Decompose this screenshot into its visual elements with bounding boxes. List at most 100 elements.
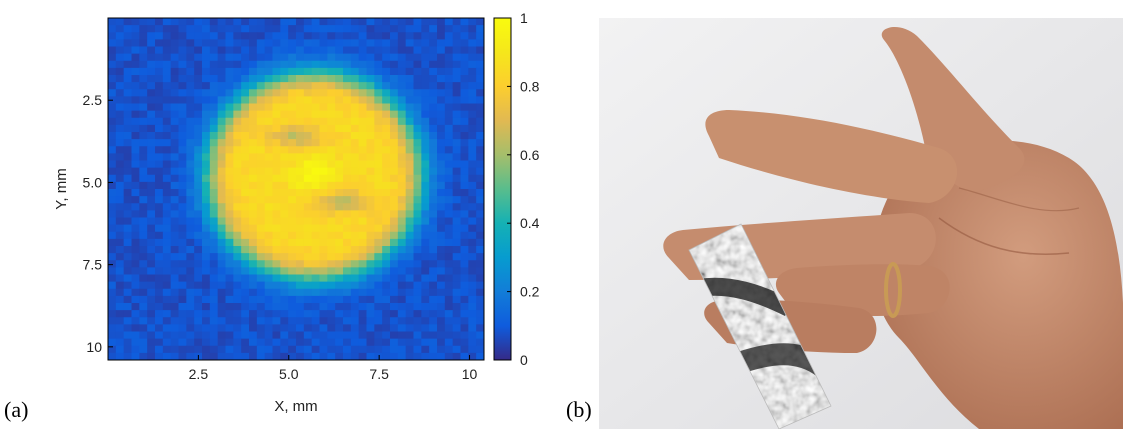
heatmap-cell [241,210,250,218]
heatmap-cell [405,288,414,297]
heatmap-cell [319,331,328,340]
heatmap-cell [319,96,328,104]
heatmap-cell [249,132,258,140]
heatmap-cell [139,89,148,97]
heatmap-cell [429,110,438,119]
heatmap-cell [186,18,195,26]
heatmap-cell [476,203,485,211]
heatmap-cell [452,18,461,26]
heatmap-cell [178,110,187,119]
heatmap-cell [319,224,328,233]
heatmap-cell [405,103,414,112]
heatmap-cell [303,60,313,69]
heatmap-cell [335,146,344,154]
heatmap-cell [194,345,203,354]
heatmap-cell [350,132,360,140]
heatmap-cell [476,39,485,47]
heatmap-cell [115,25,125,33]
heatmap-cell [413,75,422,83]
heatmap-cell [272,139,281,147]
heatmap-cell [366,89,375,97]
y-tick-label: 2.5 [83,92,103,108]
heatmap-cell [225,210,234,218]
heatmap-cell [217,246,226,254]
heatmap-cell [374,224,383,233]
heatmap-cell [452,196,461,204]
heatmap-cell [421,317,430,325]
heatmap-cell [272,132,281,140]
heatmap-cell [280,96,289,104]
heatmap-cell [202,246,211,254]
heatmap-cell [115,46,125,55]
heatmap-cell [178,345,187,354]
heatmap-cell [437,160,446,169]
heatmap-cell [374,246,383,254]
heatmap-cell [382,189,391,197]
heatmap-cell [264,338,273,347]
heatmap-cell [343,32,352,40]
heatmap-cell [147,46,156,55]
heatmap-cell [178,238,187,247]
heatmap-cell [413,39,422,47]
heatmap-cell [374,267,383,275]
heatmap-cell [155,139,164,147]
heatmap-cell [460,217,469,226]
heatmap-cell [374,82,383,90]
heatmap-cell [421,146,430,154]
heatmap-cell [178,96,187,104]
heatmap-cell [139,46,148,55]
heatmap-cell [444,203,454,211]
heatmap-cell [202,153,211,161]
heatmap-cell [108,60,117,69]
heatmap-cell [390,303,399,311]
heatmap-cell [139,295,148,304]
heatmap-cell [437,146,446,154]
heatmap-cell [233,103,242,112]
heatmap-cell [311,238,320,247]
heatmap-cell [170,110,179,119]
heatmap-chart: 2.5 5.0 7.5 10 2.55.07.510 X, mm Y, mm 00.2… [53,10,540,415]
heatmap-cell [382,89,391,97]
heatmap-cell [382,310,391,318]
heatmap-cell [358,196,367,204]
heatmap-cell [178,32,187,40]
heatmap-cell [397,331,407,340]
heatmap-cell [139,238,148,247]
heatmap-cells [108,18,485,361]
heatmap-cell [319,139,328,147]
heatmap-cell [186,317,195,325]
heatmap-cell [272,338,281,347]
heatmap-cell [382,345,391,354]
heatmap-cell [327,196,336,204]
heatmap-cell [327,310,336,318]
heatmap-cell [178,274,187,283]
heatmap-cell [108,32,117,40]
heatmap-cell [421,89,430,97]
heatmap-cell [296,274,305,283]
heatmap-cell [288,246,297,254]
heatmap-cell [139,153,148,161]
heatmap-cell [139,260,148,268]
heatmap-cell [139,53,148,62]
heatmap-cell [217,295,226,304]
heatmap-cell [209,117,219,126]
x-axis-ticks: 2.5 5.0 7.5 10 [189,355,478,382]
heatmap-cell [335,331,344,340]
heatmap-cell [390,253,399,261]
heatmap-cell [194,139,203,147]
heatmap-cell [147,331,156,340]
heatmap-cell [350,246,360,254]
heatmap-cell [131,217,140,226]
heatmap-cell [249,217,258,226]
heatmap-cell [437,196,446,204]
heatmap-cell [429,139,438,147]
heatmap-cell [178,160,187,169]
heatmap-cell [303,124,313,133]
heatmap-cell [421,281,430,290]
heatmap-cell [256,96,266,104]
heatmap-cell [186,295,195,304]
heatmap-cell [139,75,148,83]
heatmap-cell [225,153,234,161]
heatmap-cell [108,203,117,211]
heatmap-cell [421,82,430,90]
